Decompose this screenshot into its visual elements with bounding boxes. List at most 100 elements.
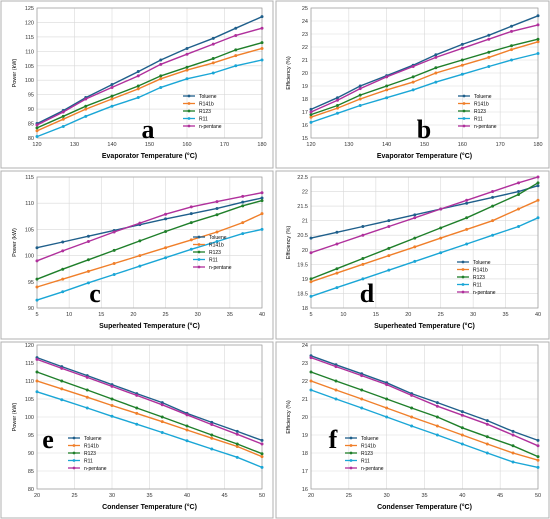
data-point-toluene: [215, 206, 219, 210]
y-tick-label: 21: [302, 58, 308, 64]
data-point-r123: [360, 388, 364, 392]
y-axis-label: Efficiency (%): [286, 56, 292, 90]
data-point-r11: [413, 259, 417, 263]
x-tick-label: 35: [227, 312, 233, 318]
data-point-r11: [86, 281, 90, 285]
data-point-r11: [185, 439, 189, 443]
panel-frame: [275, 170, 550, 340]
data-point-r123: [511, 444, 515, 448]
data-point-r11: [85, 406, 89, 410]
data-point-toluene: [413, 213, 417, 217]
legend-marker: [462, 94, 466, 98]
y-tick-label: 105: [25, 227, 34, 233]
x-tick-label: 10: [340, 312, 346, 318]
x-tick-label: 30: [470, 312, 476, 318]
legend-marker: [349, 459, 353, 462]
y-tick-label: 21.5: [297, 204, 308, 210]
legend-marker: [349, 436, 353, 440]
data-point-n-pentane: [536, 23, 540, 27]
x-tick-label: 20: [130, 312, 136, 318]
data-point-n-pentane: [110, 85, 114, 89]
y-tick-label: 115: [25, 35, 34, 41]
data-point-r11: [387, 268, 391, 272]
legend-label: R11: [199, 116, 208, 122]
data-point-r141b: [215, 230, 219, 234]
y-tick-label: 18.5: [297, 291, 308, 297]
data-point-r123: [110, 94, 114, 98]
data-point-n-pentane: [411, 65, 415, 68]
data-point-r123: [361, 257, 365, 261]
legend-marker: [349, 444, 353, 447]
legend-label: R141b: [209, 242, 224, 248]
data-point-r11: [211, 71, 215, 75]
data-point-r11: [510, 58, 514, 62]
data-point-r123: [410, 406, 414, 410]
data-point-r11: [511, 460, 515, 464]
data-point-n-pentane: [159, 62, 163, 66]
x-tick-label: 35: [146, 493, 152, 499]
data-point-r123: [110, 397, 114, 401]
y-tick-label: 21: [302, 397, 308, 403]
data-point-n-pentane: [211, 42, 215, 46]
data-point-r123: [309, 113, 313, 117]
data-point-r123: [536, 455, 540, 459]
data-point-r141b: [112, 261, 116, 265]
series-line-n-pentane: [36, 27, 263, 126]
legend-marker: [349, 466, 353, 470]
y-tick-label: 115: [25, 175, 34, 181]
data-point-n-pentane: [35, 357, 39, 361]
data-point-r123: [112, 248, 116, 252]
data-point-n-pentane: [485, 422, 489, 426]
data-point-r123: [234, 48, 238, 52]
data-point-r141b: [334, 388, 338, 392]
legend-label: Toluene: [361, 436, 379, 442]
data-point-r123: [235, 442, 239, 446]
x-axis-label: Superheated Temperature (°C): [99, 322, 200, 330]
data-point-toluene: [536, 14, 540, 18]
data-point-r123: [86, 258, 90, 262]
data-point-toluene: [159, 58, 163, 62]
data-point-r123: [411, 75, 415, 79]
series-line-n-pentane: [310, 24, 539, 113]
data-point-r141b: [35, 379, 39, 383]
data-point-toluene: [160, 401, 164, 405]
panel-letter: f: [329, 425, 338, 454]
x-tick-label: 140: [382, 142, 391, 148]
y-tick-label: 20: [302, 415, 308, 421]
data-point-r141b: [241, 221, 245, 225]
y-tick-label: 19.5: [297, 262, 308, 268]
data-point-n-pentane: [360, 374, 364, 378]
data-point-r11: [110, 414, 114, 418]
data-point-r123: [465, 216, 469, 220]
data-point-n-pentane: [189, 205, 193, 209]
x-tick-label: 40: [459, 493, 465, 499]
data-point-n-pentane: [510, 29, 514, 33]
data-point-toluene: [435, 401, 439, 405]
legend-label: R11: [474, 116, 483, 122]
data-point-r123: [510, 44, 514, 48]
data-point-r141b: [135, 411, 139, 415]
data-point-n-pentane: [185, 413, 189, 417]
data-point-r123: [335, 267, 339, 271]
data-point-n-pentane: [460, 413, 464, 417]
series-line-r141b: [36, 380, 263, 458]
y-tick-label: 115: [25, 361, 34, 367]
data-point-r11: [460, 72, 464, 76]
data-point-toluene: [510, 24, 514, 28]
series-line-n-pentane: [36, 192, 263, 262]
data-point-r141b: [411, 80, 415, 84]
data-point-r141b: [138, 254, 142, 258]
data-point-r11: [260, 465, 264, 469]
data-point-n-pentane: [309, 356, 313, 360]
legend-label: R123: [199, 109, 211, 115]
legend-label: n-pentane: [361, 466, 384, 472]
data-point-n-pentane: [234, 33, 238, 37]
y-tick-label: 105: [25, 64, 34, 70]
data-point-r141b: [185, 428, 189, 432]
data-point-r141b: [435, 424, 439, 428]
legend-label: n-pentane: [199, 124, 222, 130]
data-point-r11: [410, 424, 414, 428]
x-tick-label: 45: [221, 493, 227, 499]
data-point-n-pentane: [385, 75, 389, 79]
data-point-r11: [358, 104, 362, 107]
